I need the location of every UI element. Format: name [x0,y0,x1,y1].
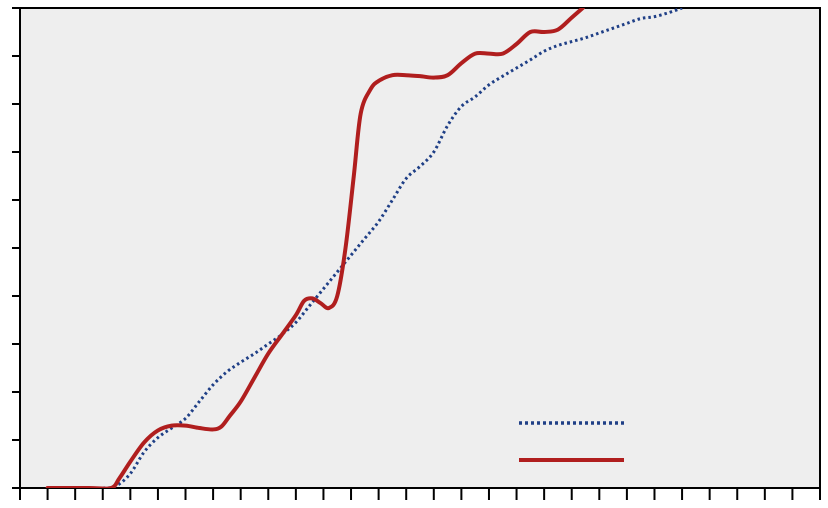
y-axis-ticks [12,7,20,489]
legend [519,421,624,462]
series-layer [45,8,683,488]
series-line-2 [45,8,585,488]
x-axis-ticks [19,488,821,500]
plot-area [19,7,821,489]
series-line-1 [47,8,683,488]
